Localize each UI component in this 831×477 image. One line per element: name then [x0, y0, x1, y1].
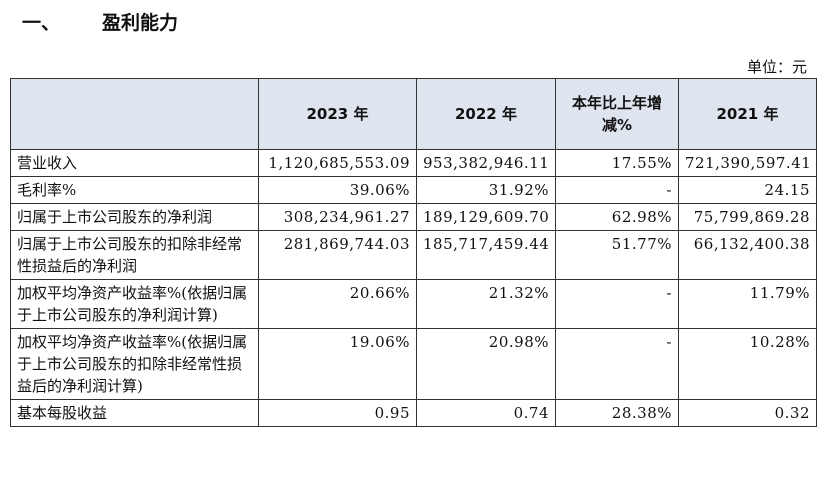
- row-label: 毛利率%: [10, 176, 259, 204]
- cell-value: 189,129,609.70: [416, 203, 556, 231]
- cell-value: 308,234,961.27: [258, 203, 417, 231]
- cell-value: 31.92%: [416, 176, 556, 204]
- cell-value: 19.06%: [258, 328, 417, 400]
- cell-value: 721,390,597.41: [678, 149, 817, 177]
- unit-label: 单位：元: [746, 58, 807, 76]
- cell-value: 281,869,744.03: [258, 230, 417, 280]
- cell-value: 0.32: [678, 399, 817, 427]
- row-label: 营业收入: [10, 149, 259, 177]
- column-header: [10, 78, 259, 150]
- table-row: 归属于上市公司股东的净利润 308,234,961.27 189,129,609.7…: [10, 203, 817, 231]
- row-label: 加权平均净资产收益率%(依据归属于上市公司股东的净利润计算): [10, 279, 259, 329]
- cell-value: -: [555, 176, 679, 204]
- cell-value: 20.98%: [416, 328, 556, 400]
- cell-value: 0.95: [258, 399, 417, 427]
- column-header: 2021 年: [678, 78, 817, 150]
- row-label: 基本每股收益: [10, 399, 259, 427]
- section-title: 一、 盈利能力: [22, 8, 178, 35]
- cell-value: 953,382,946.11: [416, 149, 556, 177]
- column-header: 2023 年: [258, 78, 417, 150]
- cell-value: 0.74: [416, 399, 556, 427]
- cell-value: -: [555, 328, 679, 400]
- cell-value: 21.32%: [416, 279, 556, 329]
- cell-value: 28.38%: [555, 399, 679, 427]
- cell-value: 20.66%: [258, 279, 417, 329]
- cell-value: -: [555, 279, 679, 329]
- cell-value: 17.55%: [555, 149, 679, 177]
- table-row: 加权平均净资产收益率%(依据归属于上市公司股东的扣除非经常性损益后的净利润计算)…: [10, 328, 817, 400]
- table-body: 营业收入 1,120,685,553.09 953,382,946.11 17.55%…: [10, 149, 817, 427]
- cell-value: 24.15: [678, 176, 817, 204]
- table-row: 归属于上市公司股东的扣除非经常性损益后的净利润 281,869,744.03 185…: [10, 230, 817, 280]
- cell-value: 51.77%: [555, 230, 679, 280]
- table-row: 加权平均净资产收益率%(依据归属于上市公司股东的净利润计算) 20.66% 21.3…: [10, 279, 817, 329]
- table-row: 营业收入 1,120,685,553.09 953,382,946.11 17.55%…: [10, 149, 817, 177]
- cell-value: 39.06%: [258, 176, 417, 204]
- header-row: 2023 年 2022 年本年比上年增减% 2021 年: [10, 78, 817, 150]
- table-row: 毛利率% 39.06% 31.92% -24.15: [10, 176, 817, 204]
- cell-value: 62.98%: [555, 203, 679, 231]
- cell-value: 10.28%: [678, 328, 817, 400]
- column-header: 本年比上年增减%: [555, 78, 679, 150]
- row-label: 归属于上市公司股东的扣除非经常性损益后的净利润: [10, 230, 259, 280]
- cell-value: 75,799,869.28: [678, 203, 817, 231]
- cell-value: 66,132,400.38: [678, 230, 817, 280]
- section-name: 盈利能力: [102, 12, 179, 34]
- cell-value: 11.79%: [678, 279, 817, 329]
- financial-table: 2023 年 2022 年本年比上年增减% 2021 年 营业收入 1,120,685…: [10, 78, 817, 427]
- cell-value: 1,120,685,553.09: [258, 149, 417, 177]
- section-number: 一、: [22, 12, 61, 34]
- table-row: 基本每股收益 0.95 0.74 28.38% 0.32: [10, 399, 817, 427]
- row-label: 加权平均净资产收益率%(依据归属于上市公司股东的扣除非经常性损益后的净利润计算): [10, 328, 259, 400]
- cell-value: 185,717,459.44: [416, 230, 556, 280]
- column-header: 2022 年: [416, 78, 556, 150]
- row-label: 归属于上市公司股东的净利润: [10, 203, 259, 231]
